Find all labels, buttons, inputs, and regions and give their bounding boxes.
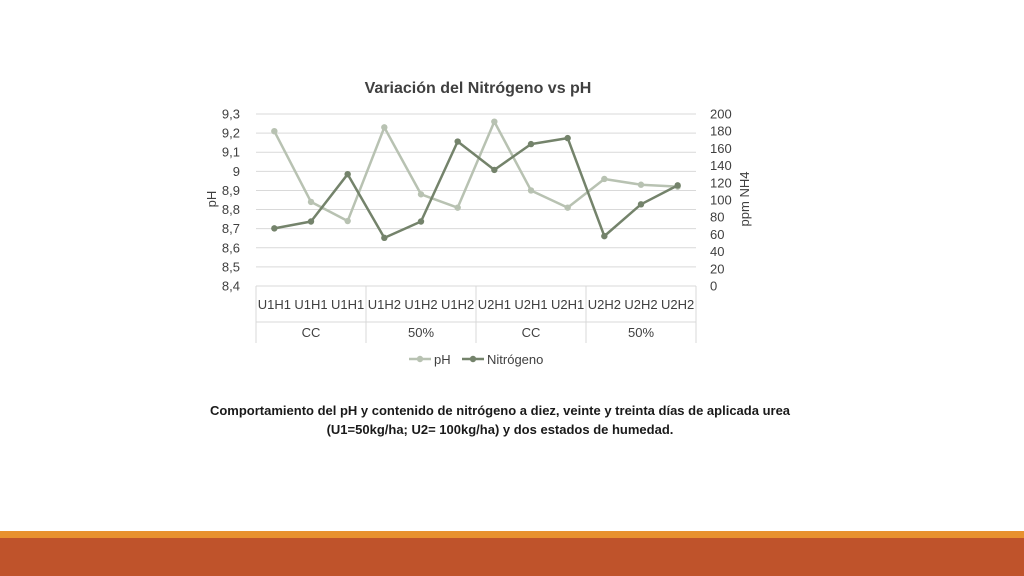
y-tick-label: 9,3 [222, 107, 240, 122]
y2-tick-label: 140 [710, 158, 732, 173]
x-tick-label: U1H2 [441, 297, 474, 312]
x-tick-label: U1H1 [258, 297, 291, 312]
line-chart: Variación del Nitrógeno vs pH 9,3 9,2 9,1 9… [204, 80, 752, 367]
x-tick-label: U1H2 [404, 297, 437, 312]
ph-data-point [307, 198, 315, 206]
y-tick-label: 9 [233, 164, 240, 179]
y-tick-label: 8,4 [222, 279, 240, 294]
y-tick-label: 8,5 [222, 259, 240, 274]
legend-nitrogen-label: Nitrógeno [487, 352, 543, 367]
ph-data-point [637, 181, 645, 188]
y2-tick-label: 120 [710, 175, 732, 190]
y2-tick-label: 200 [710, 107, 732, 122]
y2-tick-label: 180 [710, 124, 732, 139]
y-tick-label: 8,9 [222, 183, 240, 198]
ph-data-point [381, 124, 388, 131]
caption-line-2: (U1=50kg/ha; U2= 100kg/ha) y dos estados… [326, 422, 674, 437]
x-tick-label: U2H2 [588, 297, 621, 312]
footer-band [0, 538, 1024, 576]
x-tick-label: U1H1 [331, 297, 364, 312]
group-label: 50% [408, 325, 434, 340]
x-tick-label: U1H1 [294, 297, 327, 312]
y-tick-label: 8,7 [222, 221, 240, 236]
y2-tick-label: 20 [710, 261, 724, 276]
ph-data-point [491, 118, 498, 125]
x-tick-label: U1H2 [368, 297, 401, 312]
legend-ph-label: pH [434, 352, 451, 367]
nitrogen-data-point [601, 232, 608, 240]
y-axis-label: pH [204, 191, 219, 208]
ph-data-point [344, 217, 351, 225]
x-tick-label: U2H1 [478, 297, 511, 312]
chart-title: Variación del Nitrógeno vs pH [365, 80, 592, 97]
ph-data-point [527, 187, 535, 194]
nitrogen-data-point [491, 166, 498, 174]
ph-series-line [273, 120, 678, 223]
legend-ph-marker [416, 355, 424, 363]
nitrogen-data-point [307, 218, 315, 225]
figure-caption: Comportamiento del pH y contenido de nit… [150, 401, 850, 439]
y-tick-label: 9,2 [222, 126, 240, 141]
nitrogen-data-point [417, 218, 425, 225]
ph-data-point [417, 191, 425, 198]
x-tick-label: U2H2 [661, 297, 694, 312]
nitrogen-data-point [564, 134, 571, 142]
footer-accent-band [0, 531, 1024, 538]
y2-tick-label: 40 [710, 244, 724, 259]
y-tick-label: 8,6 [222, 240, 240, 255]
ph-data-point [454, 204, 461, 211]
nitrogen-data-point [674, 182, 681, 189]
group-label: 50% [628, 325, 654, 340]
y2-tick-label: 100 [710, 193, 732, 208]
y2-tick-label: 160 [710, 141, 732, 156]
legend-nitrogen-marker [469, 355, 477, 363]
x-tick-label: U2H1 [551, 297, 584, 312]
x-tick-label: U2H2 [624, 297, 657, 312]
legend: pH Nitrógeno [409, 352, 543, 367]
y2-axis-label: ppm NH4 [737, 172, 752, 227]
nitrogen-data-point [381, 234, 388, 242]
group-label: CC [302, 325, 321, 340]
ph-data-point [271, 128, 278, 135]
ph-data-point [564, 204, 571, 211]
y-tick-label: 9,1 [222, 145, 240, 160]
nitrogen-data-point [527, 140, 535, 148]
y2-tick-label: 0 [710, 279, 717, 294]
x-tick-label: U2H1 [514, 297, 547, 312]
group-label: CC [522, 325, 541, 340]
caption-line-1: Comportamiento del pH y contenido de nit… [209, 403, 791, 418]
nitrogen-series-line [274, 136, 679, 240]
y2-tick-label: 80 [710, 210, 724, 225]
y2-tick-label: 60 [710, 227, 724, 242]
nitrogen-data-point [454, 138, 461, 145]
nitrogen-data-point [271, 225, 278, 232]
ph-data-point [601, 175, 608, 183]
nitrogen-data-point [344, 171, 351, 178]
nitrogen-data-point [637, 201, 645, 208]
y-tick-label: 8,8 [222, 202, 240, 217]
